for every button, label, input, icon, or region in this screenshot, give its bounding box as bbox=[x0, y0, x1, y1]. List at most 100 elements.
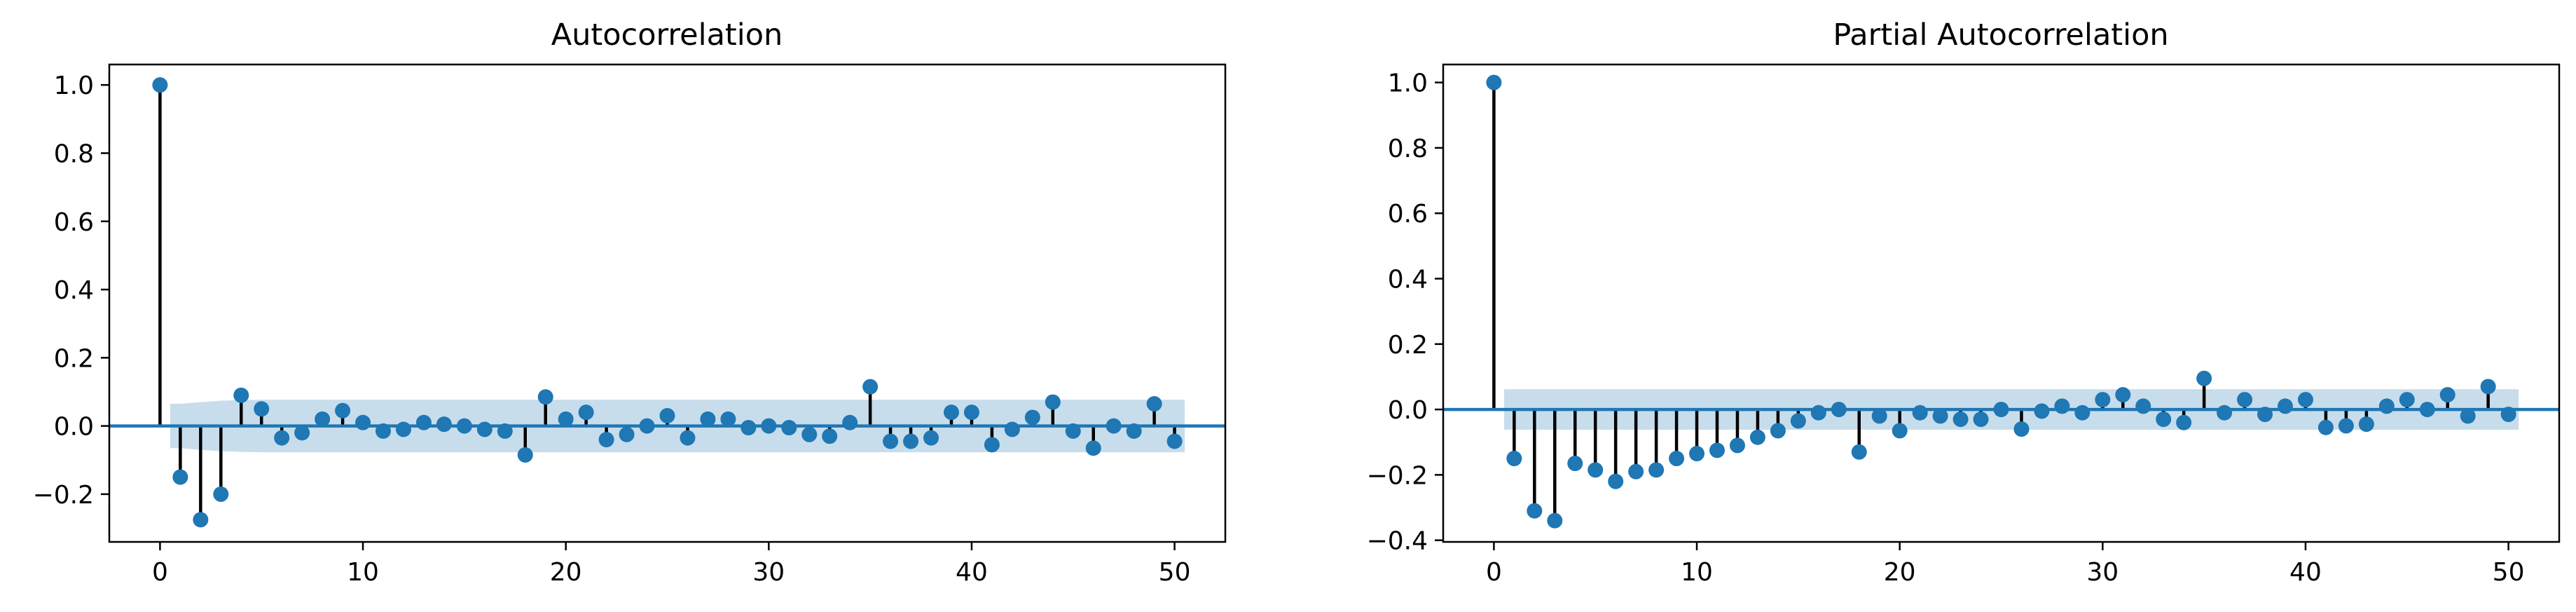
plot-area: 0 10 20 30 40 50 −0.2 0.0 0.2 0.4 0.6 0.8 1.0 bbox=[33, 63, 1227, 587]
data-point bbox=[2378, 398, 2395, 414]
data-point bbox=[1973, 412, 1989, 428]
y-tick-label: 0.8 bbox=[1388, 135, 1428, 163]
data-point bbox=[1729, 437, 1745, 454]
data-point bbox=[2156, 412, 2172, 428]
data-point bbox=[1810, 404, 1826, 421]
y-tick-label: −0.4 bbox=[1367, 527, 1428, 556]
data-point bbox=[700, 411, 716, 427]
x-tick-label: 50 bbox=[2493, 558, 2525, 587]
data-point bbox=[680, 430, 696, 446]
x-tick-label: 10 bbox=[347, 558, 379, 587]
data-point bbox=[963, 404, 979, 421]
data-point bbox=[335, 402, 351, 419]
data-point bbox=[1004, 421, 1020, 437]
data-point bbox=[578, 404, 594, 421]
y-tick-label: 0.6 bbox=[54, 208, 94, 237]
data-point bbox=[984, 437, 1000, 453]
data-point bbox=[2338, 418, 2354, 434]
data-point bbox=[1527, 503, 1543, 519]
data-point bbox=[1952, 412, 1969, 428]
data-point bbox=[2419, 402, 2435, 418]
x-tick-label: 40 bbox=[956, 558, 988, 587]
data-point bbox=[2460, 408, 2476, 424]
data-point bbox=[517, 447, 533, 463]
data-point bbox=[862, 379, 879, 395]
data-point bbox=[172, 469, 188, 485]
data-point bbox=[1851, 444, 1867, 460]
data-point bbox=[1709, 442, 1726, 458]
data-point bbox=[2277, 398, 2293, 414]
y-tick-label: 0.2 bbox=[1388, 331, 1428, 360]
chart-title: Autocorrelation bbox=[551, 18, 783, 53]
data-point bbox=[1085, 440, 1101, 456]
axes-frame bbox=[108, 63, 1227, 543]
data-point bbox=[415, 414, 432, 430]
y-tick-label: −0.2 bbox=[33, 481, 94, 510]
data-point bbox=[1065, 423, 1081, 439]
data-point bbox=[2480, 379, 2496, 395]
y-tick-label: 0.8 bbox=[54, 140, 94, 168]
data-point bbox=[1567, 456, 1583, 472]
data-point bbox=[2074, 404, 2091, 421]
data-point bbox=[2500, 407, 2516, 423]
data-point bbox=[1993, 402, 2009, 418]
data-point bbox=[456, 418, 472, 434]
data-point bbox=[436, 416, 452, 433]
data-point bbox=[2237, 392, 2253, 408]
data-point bbox=[558, 411, 574, 427]
data-point bbox=[1024, 409, 1040, 426]
data-point bbox=[1106, 418, 1122, 434]
data-point bbox=[355, 414, 371, 430]
data-point bbox=[2358, 416, 2374, 433]
x-tick-label: 10 bbox=[1681, 558, 1713, 587]
data-point bbox=[2176, 414, 2192, 430]
data-point bbox=[781, 420, 797, 436]
data-point bbox=[903, 433, 919, 449]
data-point bbox=[2257, 407, 2273, 423]
y-tick-label: 0.6 bbox=[1388, 200, 1428, 229]
data-point bbox=[2115, 387, 2131, 403]
x-tick-label: 30 bbox=[752, 558, 785, 587]
data-point bbox=[2034, 403, 2050, 419]
data-point bbox=[1892, 423, 1908, 439]
partial-autocorrelation-panel: Partial Autocorrelation 0 10 20 30 40 50 −0.4 −… bbox=[1367, 18, 2561, 587]
data-point bbox=[497, 423, 513, 439]
data-point bbox=[1587, 462, 1604, 478]
data-point bbox=[720, 411, 736, 427]
data-point bbox=[943, 404, 959, 421]
y-tick-label: 0.2 bbox=[54, 344, 94, 373]
y-tick-label: 0.4 bbox=[1388, 266, 1428, 294]
data-point bbox=[1628, 463, 1644, 480]
data-point bbox=[598, 432, 614, 448]
data-point bbox=[842, 414, 858, 430]
y-tick-label: 0.0 bbox=[1388, 396, 1428, 425]
x-tick-label: 0 bbox=[152, 558, 168, 587]
data-point bbox=[537, 389, 553, 405]
data-point bbox=[741, 420, 757, 436]
data-point bbox=[294, 425, 310, 441]
data-point bbox=[213, 486, 229, 502]
data-point bbox=[2135, 398, 2151, 414]
data-point bbox=[476, 421, 493, 437]
data-point bbox=[1689, 446, 1705, 462]
x-tick-label: 20 bbox=[1884, 558, 1916, 587]
data-point bbox=[1648, 462, 1665, 478]
y-tick-label: 0.0 bbox=[54, 413, 94, 442]
x-tick-label: 30 bbox=[2086, 558, 2119, 587]
data-point bbox=[1770, 423, 1786, 439]
data-point bbox=[1547, 512, 1563, 529]
data-point bbox=[193, 512, 209, 528]
data-point bbox=[659, 408, 675, 424]
y-tick-label: 1.0 bbox=[54, 72, 94, 100]
data-point bbox=[2013, 421, 2030, 437]
x-tick-label: 0 bbox=[1486, 558, 1502, 587]
x-tick-label: 40 bbox=[2289, 558, 2322, 587]
data-point bbox=[761, 418, 777, 434]
data-point bbox=[1045, 394, 1061, 410]
data-point bbox=[801, 426, 818, 442]
data-point bbox=[1608, 473, 1624, 489]
data-point bbox=[254, 401, 270, 417]
chart-title: Partial Autocorrelation bbox=[1833, 18, 2168, 53]
data-point bbox=[1932, 408, 1948, 424]
